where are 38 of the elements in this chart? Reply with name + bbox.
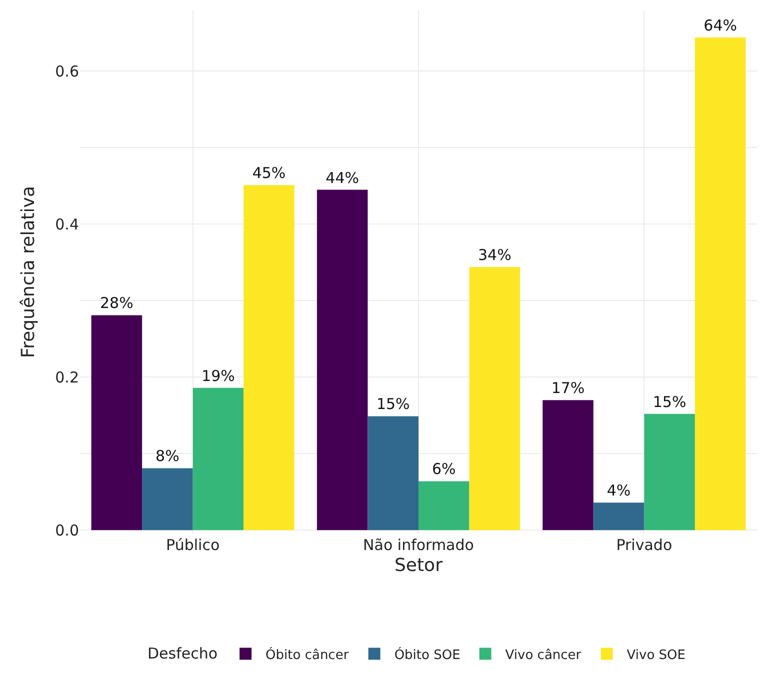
bar [244,185,294,530]
y-tick-label: 0.6 [55,62,79,80]
bar [418,481,470,530]
legend-title: Desfecho [148,644,218,662]
data-label: 6% [432,460,456,478]
bar [316,190,368,530]
legend-label: Óbito SOE [394,646,460,663]
bar [91,315,142,530]
data-label: 4% [606,482,631,500]
legend-label: Vivo câncer [505,648,582,663]
bar [694,38,746,530]
data-label: 34% [478,246,512,264]
y-tick-label: 0.2 [55,368,79,386]
x-tick-label: Privado [616,536,672,554]
data-label: 44% [326,168,360,187]
legend-label: Vivo SOE [626,648,686,663]
data-label: 15% [376,395,410,414]
x-axis-title: Setor [394,555,444,576]
data-label: 28% [100,294,134,312]
data-label: 8% [156,447,180,466]
data-label: 19% [202,366,235,385]
bar [644,414,695,530]
bar [368,416,418,530]
x-tick-label: Não informado [363,536,474,554]
bar [542,400,594,530]
data-label: 17% [551,379,585,398]
bar [593,502,644,530]
y-axis-title: Frequência relativa [18,186,39,358]
y-tick-label: 0.4 [55,215,79,234]
bar [192,388,244,530]
legend-label: Óbito câncer [266,646,350,663]
bar [142,468,193,530]
y-tick-label: 0.0 [55,521,79,540]
data-label: 64% [704,16,737,35]
data-label: 15% [652,392,686,411]
x-tick-label: Público [166,536,220,554]
data-label: 45% [252,164,286,182]
bar [469,267,520,530]
